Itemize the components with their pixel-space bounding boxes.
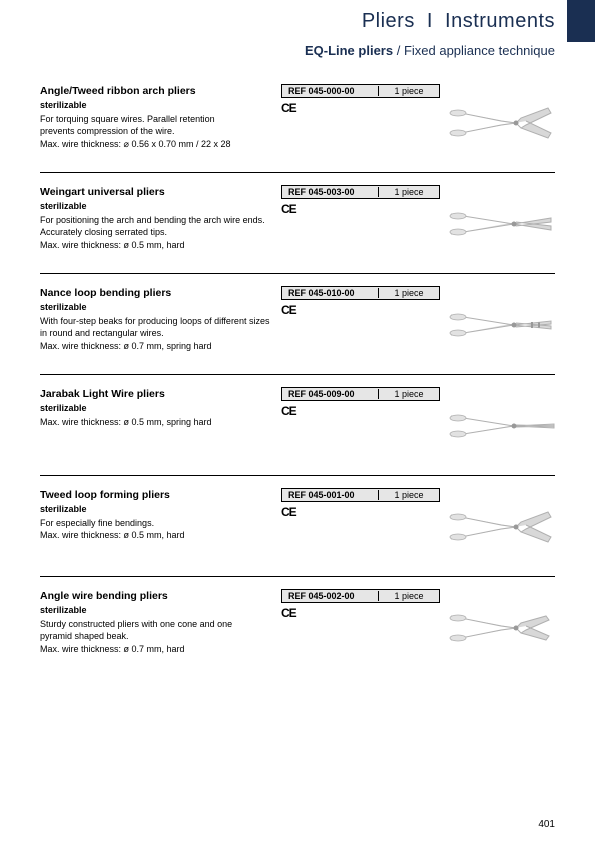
product-row: Tweed loop forming pliers sterilizable F… — [40, 476, 555, 576]
product-description: Jarabak Light Wire pliers sterilizable M… — [40, 387, 275, 465]
ref-box: REF 045-010-00 1 piece — [281, 286, 440, 300]
ref-box: REF 045-002-00 1 piece — [281, 589, 440, 603]
product-image — [440, 286, 556, 364]
product-image — [440, 185, 556, 263]
ce-mark: CE — [281, 505, 440, 519]
subheader-bold: EQ-Line pliers — [305, 43, 393, 58]
pliers-icon — [446, 396, 556, 456]
product-description: Angle/Tweed ribbon arch pliers steriliza… — [40, 84, 275, 162]
product-ref-column: REF 045-001-00 1 piece CE — [275, 488, 440, 566]
product-sterilizable: sterilizable — [40, 301, 275, 313]
subheader-light: Fixed appliance technique — [404, 43, 555, 58]
pliers-icon — [446, 93, 556, 153]
product-row: Angle wire bending pliers sterilizable S… — [40, 577, 555, 677]
ref-quantity: 1 piece — [379, 288, 439, 298]
product-row: Jarabak Light Wire pliers sterilizable M… — [40, 375, 555, 475]
ref-quantity: 1 piece — [379, 389, 439, 399]
product-line: Max. wire thickness: ø 0.7 mm, hard — [40, 643, 275, 655]
product-line: prevents compression of the wire. — [40, 125, 275, 137]
ref-box: REF 045-001-00 1 piece — [281, 488, 440, 502]
ref-quantity: 1 piece — [379, 187, 439, 197]
product-sterilizable: sterilizable — [40, 99, 275, 111]
product-description: Weingart universal pliers sterilizable F… — [40, 185, 275, 263]
ref-number: REF 045-000-00 — [282, 86, 379, 96]
ref-quantity: 1 piece — [379, 490, 439, 500]
product-line: Max. wire thickness: ø 0.5 mm, hard — [40, 239, 275, 251]
product-sterilizable: sterilizable — [40, 200, 275, 212]
pliers-icon — [446, 295, 556, 355]
product-ref-column: REF 045-000-00 1 piece CE — [275, 84, 440, 162]
product-sterilizable: sterilizable — [40, 402, 275, 414]
product-ref-column: REF 045-009-00 1 piece CE — [275, 387, 440, 465]
subheader-sep: / — [393, 43, 404, 58]
ref-quantity: 1 piece — [379, 86, 439, 96]
header-separator: I — [427, 10, 433, 32]
ref-number: REF 045-003-00 — [282, 187, 379, 197]
ce-mark: CE — [281, 101, 440, 115]
product-sterilizable: sterilizable — [40, 503, 275, 515]
product-line: Sturdy constructed pliers with one cone … — [40, 618, 275, 630]
product-line: For torquing square wires. Parallel rete… — [40, 113, 275, 125]
page-subheader: EQ-Line pliers / Fixed appliance techniq… — [0, 37, 595, 72]
product-title: Jarabak Light Wire pliers — [40, 387, 275, 401]
pliers-icon — [446, 598, 556, 658]
product-line: With four-step beaks for producing loops… — [40, 315, 275, 327]
ref-quantity: 1 piece — [379, 591, 439, 601]
top-accent-bar — [567, 0, 595, 42]
product-line: For especially fine bendings. — [40, 517, 275, 529]
ce-mark: CE — [281, 404, 440, 418]
product-title: Nance loop bending pliers — [40, 286, 275, 300]
ref-box: REF 045-003-00 1 piece — [281, 185, 440, 199]
ce-mark: CE — [281, 606, 440, 620]
pliers-icon — [446, 194, 556, 254]
product-line: For positioning the arch and bending the… — [40, 214, 275, 226]
product-line: Max. wire thickness: ø 0.5 mm, spring ha… — [40, 416, 275, 428]
pliers-icon — [446, 497, 556, 557]
product-title: Angle wire bending pliers — [40, 589, 275, 603]
product-sterilizable: sterilizable — [40, 604, 275, 616]
product-image — [440, 84, 556, 162]
product-ref-column: REF 045-003-00 1 piece CE — [275, 185, 440, 263]
product-title: Weingart universal pliers — [40, 185, 275, 199]
content-area: Angle/Tweed ribbon arch pliers steriliza… — [0, 72, 595, 677]
product-line: pyramid shaped beak. — [40, 630, 275, 642]
product-ref-column: REF 045-002-00 1 piece CE — [275, 589, 440, 667]
page-header: Pliers I Instruments — [0, 0, 595, 37]
product-description: Tweed loop forming pliers sterilizable F… — [40, 488, 275, 566]
ce-mark: CE — [281, 303, 440, 317]
ref-number: REF 045-002-00 — [282, 591, 379, 601]
product-line: Max. wire thickness: ø 0.5 mm, hard — [40, 529, 275, 541]
product-image — [440, 589, 556, 667]
ce-mark: CE — [281, 202, 440, 216]
product-ref-column: REF 045-010-00 1 piece CE — [275, 286, 440, 364]
product-title: Angle/Tweed ribbon arch pliers — [40, 84, 275, 98]
product-description: Angle wire bending pliers sterilizable S… — [40, 589, 275, 667]
header-left: Pliers — [362, 10, 415, 32]
product-row: Angle/Tweed ribbon arch pliers steriliza… — [40, 72, 555, 172]
product-line: Max. wire thickness: ⌀ 0.56 x 0.70 mm / … — [40, 138, 275, 150]
product-image — [440, 387, 556, 465]
product-image — [440, 488, 556, 566]
page-number: 401 — [538, 819, 555, 830]
ref-number: REF 045-001-00 — [282, 490, 379, 500]
ref-number: REF 045-009-00 — [282, 389, 379, 399]
product-row: Weingart universal pliers sterilizable F… — [40, 173, 555, 273]
product-description: Nance loop bending pliers sterilizable W… — [40, 286, 275, 364]
product-row: Nance loop bending pliers sterilizable W… — [40, 274, 555, 374]
ref-number: REF 045-010-00 — [282, 288, 379, 298]
product-title: Tweed loop forming pliers — [40, 488, 275, 502]
header-right: Instruments — [445, 10, 555, 32]
product-line: Accurately closing serrated tips. — [40, 226, 275, 238]
product-line: in round and rectangular wires. — [40, 327, 275, 339]
ref-box: REF 045-000-00 1 piece — [281, 84, 440, 98]
product-line: Max. wire thickness: ø 0.7 mm, spring ha… — [40, 340, 275, 352]
ref-box: REF 045-009-00 1 piece — [281, 387, 440, 401]
